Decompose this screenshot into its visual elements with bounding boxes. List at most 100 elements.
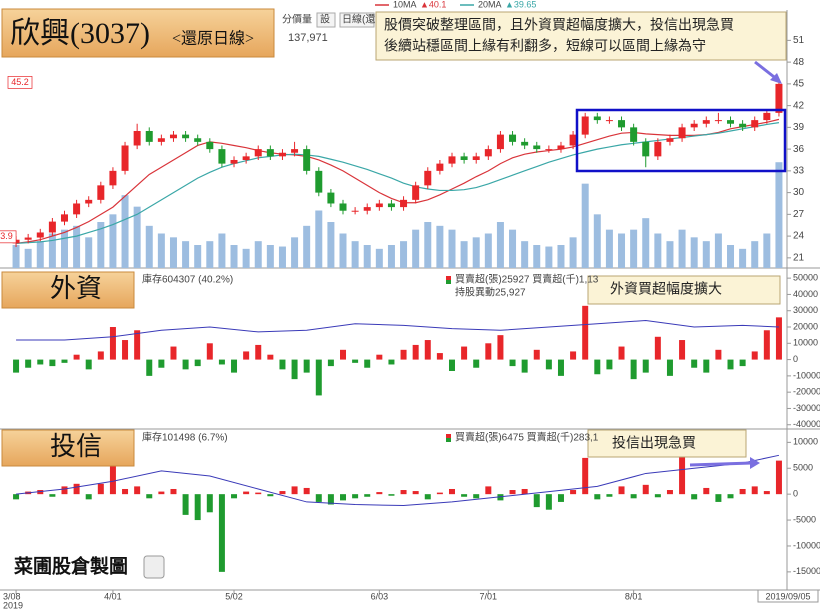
bar <box>146 494 153 499</box>
bar <box>739 488 746 495</box>
y-tick-label: -10000 <box>793 370 820 380</box>
icon <box>446 438 451 442</box>
y-tick-label: 27 <box>793 209 805 220</box>
volume-bar <box>36 241 44 268</box>
bar <box>521 488 528 495</box>
bar <box>545 359 552 370</box>
bar <box>400 490 407 495</box>
bar <box>134 330 141 360</box>
bar <box>642 484 649 495</box>
volume-bar <box>12 245 20 268</box>
bar <box>231 359 238 373</box>
note: 外資買超幅度擴大 <box>610 281 722 297</box>
price-label-box <box>7 76 33 89</box>
bar <box>570 351 577 360</box>
candle-body <box>521 141 529 146</box>
volume-bar <box>630 229 638 268</box>
bar <box>666 359 673 376</box>
candle-body <box>400 199 408 208</box>
bar <box>751 486 758 495</box>
bar <box>327 494 334 505</box>
volume-bar <box>642 218 650 268</box>
y-tick-label: 24 <box>793 231 805 242</box>
volume-bar <box>581 183 589 268</box>
stat: 買賣超(張)25927 買賣超(千)1,13 <box>455 273 599 286</box>
bar <box>122 488 129 495</box>
y-tick-label: 50000 <box>793 273 818 283</box>
price-label: 45.2 <box>11 77 29 87</box>
bar <box>376 492 383 495</box>
volume-bar <box>436 225 444 268</box>
candle-body <box>387 203 395 208</box>
candle-body <box>618 120 626 128</box>
volume-bar <box>194 245 202 268</box>
bar <box>97 483 104 495</box>
bar <box>243 491 250 495</box>
volume-text: 137,971 <box>288 32 328 44</box>
volume-bar <box>48 233 56 268</box>
bar <box>267 354 274 360</box>
bar <box>654 336 661 360</box>
volume-bar <box>448 229 456 268</box>
bar <box>340 349 347 360</box>
volume-bar <box>557 245 565 268</box>
toolbar-item[interactable]: 分價量 <box>282 13 312 26</box>
y-tick-label: -10000 <box>793 540 820 550</box>
candle-body <box>266 149 274 157</box>
bar <box>473 359 480 368</box>
bar <box>13 494 20 500</box>
bar <box>13 359 20 373</box>
y-tick-label: 45 <box>793 79 805 90</box>
volume-bar <box>303 225 311 268</box>
bar <box>303 359 310 373</box>
candle-body <box>509 134 517 142</box>
bar <box>412 344 419 360</box>
plot: 212427303336394245485145.223.95000040000… <box>0 35 820 576</box>
volume-bar <box>424 222 432 268</box>
bar <box>37 490 44 495</box>
bar <box>666 490 673 495</box>
y-tick-label: 39 <box>793 122 805 133</box>
candle-body <box>448 156 456 164</box>
toolbar-item[interactable]: 設 <box>320 13 330 26</box>
y-tick-label: 20000 <box>793 321 818 331</box>
bar <box>327 359 334 367</box>
stat: 買賣超(張)6475 買賣超(千)283,1 <box>455 431 599 444</box>
volume-bar <box>230 245 238 268</box>
volume-bar <box>509 229 517 268</box>
arrow <box>689 461 753 467</box>
bar <box>618 346 625 360</box>
candle-body <box>472 156 480 160</box>
bar <box>206 494 213 513</box>
bar <box>146 359 153 376</box>
bar <box>727 494 734 499</box>
candle-body <box>182 134 190 139</box>
x-tick-label: 7/01 <box>480 591 498 601</box>
bar <box>703 359 710 373</box>
x-tick-label: 4/01 <box>104 591 122 601</box>
bar <box>582 457 589 495</box>
toolbar-item[interactable]: 日線(還 <box>342 13 375 26</box>
candle-body <box>206 141 214 150</box>
candle-body <box>157 138 165 142</box>
candle-body <box>278 152 286 157</box>
candle-body <box>593 116 601 121</box>
volume-bar <box>254 241 262 268</box>
volume-bar <box>521 241 529 268</box>
bar <box>715 349 722 360</box>
button[interactable] <box>339 12 375 28</box>
bar <box>364 359 371 368</box>
candle-body <box>690 123 698 128</box>
volume-bar <box>654 233 662 268</box>
candle-body <box>666 138 674 142</box>
bar <box>73 354 80 360</box>
candle-body <box>569 134 577 146</box>
bar <box>448 488 455 495</box>
volume-bar <box>278 246 286 268</box>
y-tick-label: 10000 <box>793 437 818 447</box>
bar <box>231 494 238 499</box>
bar <box>461 494 468 497</box>
bar <box>642 359 649 373</box>
button[interactable] <box>316 12 336 28</box>
x-tick-label: 6/03 <box>371 591 389 601</box>
